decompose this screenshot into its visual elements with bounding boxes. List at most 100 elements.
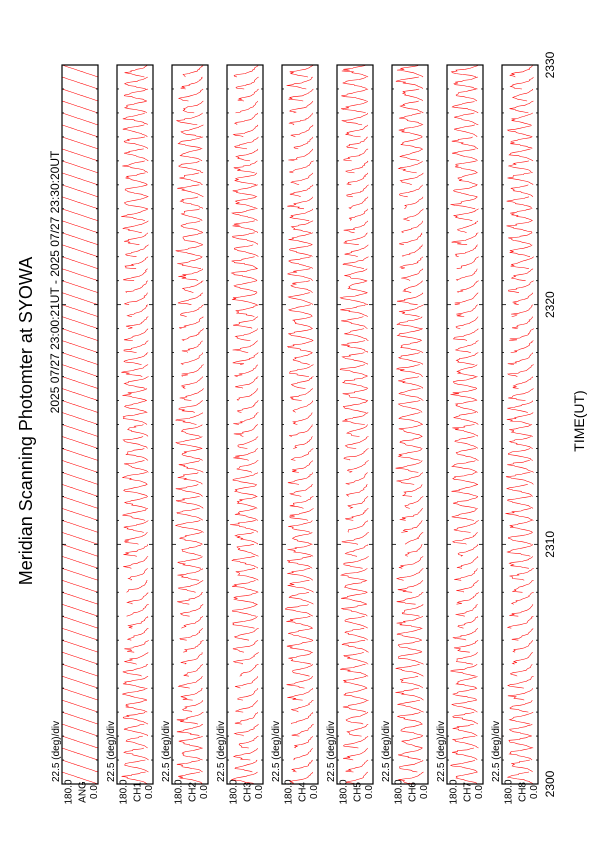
scan-trace	[234, 676, 258, 689]
scan-trace	[61, 292, 99, 305]
scan-trace	[341, 340, 369, 353]
scan-trace	[234, 627, 259, 641]
scan-trace	[342, 699, 369, 713]
scan-trace	[285, 603, 314, 617]
scan-trace	[175, 436, 203, 449]
channel-label: CH1	[133, 782, 144, 802]
panel-ticks	[117, 64, 153, 785]
scan-trace	[289, 484, 313, 497]
scan-trace	[61, 400, 99, 413]
scan-trace	[288, 148, 314, 162]
scan-trace	[451, 699, 478, 713]
scan-trace	[345, 160, 369, 174]
x-axis-label: TIME(UT)	[571, 390, 587, 451]
scan-trace	[123, 723, 148, 737]
scan-trace	[512, 292, 533, 305]
scan-trace	[291, 532, 313, 545]
scan-trace	[453, 208, 479, 222]
channel-label: CH2	[188, 782, 199, 802]
scan-trace	[512, 640, 534, 653]
scan-trace	[232, 340, 258, 353]
scan-trace	[510, 256, 534, 269]
scan-trace	[181, 544, 202, 557]
scan-trace	[177, 592, 203, 605]
scan-trace	[404, 196, 424, 210]
scan-trace	[61, 520, 99, 533]
scan-trace	[286, 639, 314, 653]
scan-trace	[232, 220, 259, 233]
scan-trace	[61, 316, 99, 329]
scan-trace	[454, 340, 479, 353]
scan-trace	[234, 328, 259, 341]
scan-trace	[456, 652, 478, 665]
scan-trace	[61, 568, 99, 581]
scan-trace	[395, 663, 424, 677]
scan-trace	[508, 280, 534, 293]
scan-trace	[399, 256, 424, 269]
scan-trace	[182, 100, 204, 114]
scan-trace	[127, 568, 148, 581]
scan-trace	[288, 88, 314, 102]
scan-trace	[339, 292, 369, 305]
scan-trace	[398, 304, 424, 317]
scan-trace	[235, 304, 259, 317]
scan-trace	[61, 484, 99, 497]
scan-trace	[506, 544, 534, 557]
y-tick-top-label: 180.0	[228, 779, 239, 804]
scan-trace	[397, 639, 423, 653]
scan-trace	[454, 112, 479, 126]
scan-trace	[61, 268, 99, 281]
scan-trace	[179, 603, 204, 617]
scan-trace	[61, 112, 99, 126]
scan-trace	[125, 172, 148, 186]
scan-trace	[231, 292, 258, 305]
y-tick-top-label: 180.0	[448, 779, 459, 804]
scan-trace	[61, 771, 99, 785]
scan-trace	[234, 484, 258, 497]
scan-trace	[451, 508, 478, 521]
scan-trace	[454, 568, 478, 581]
scan-trace	[122, 220, 149, 234]
scan-trace	[289, 496, 314, 509]
scan-trace	[178, 268, 203, 281]
scan-trace	[121, 208, 149, 222]
scan-trace	[343, 556, 369, 569]
scan-trace	[237, 88, 259, 102]
scan-trace	[398, 651, 424, 665]
y-tick-bottom-label: 0.0	[309, 785, 320, 799]
y-tick-top-label: 180.0	[63, 779, 74, 804]
scale-label: 22.5 (deg)/div	[216, 721, 227, 782]
scan-trace	[508, 532, 533, 545]
scan-trace	[179, 304, 204, 317]
channel-label: CH6	[408, 782, 419, 802]
scan-trace	[231, 556, 258, 569]
scan-trace	[287, 580, 314, 593]
scan-trace	[61, 639, 99, 653]
scan-trace	[343, 687, 368, 701]
scan-trace	[61, 376, 99, 389]
scan-trace	[451, 460, 478, 473]
scan-trace	[183, 663, 203, 677]
scan-trace	[233, 424, 259, 437]
scan-trace	[452, 424, 478, 437]
scan-trace	[182, 64, 204, 78]
scan-trace	[287, 292, 314, 305]
scan-trace	[340, 568, 368, 581]
scan-trace	[181, 448, 203, 461]
scan-trace	[181, 328, 204, 341]
panel-frame	[116, 64, 154, 785]
scan-trace	[347, 496, 369, 509]
scan-trace	[123, 352, 149, 365]
scan-trace	[398, 747, 423, 761]
scan-trace	[288, 508, 314, 521]
scan-trace	[232, 232, 258, 245]
scan-trace	[288, 304, 313, 317]
scan-trace	[123, 328, 149, 341]
scan-trace	[395, 687, 424, 701]
scan-trace	[507, 172, 534, 185]
scan-trace	[510, 184, 534, 198]
scan-trace	[61, 699, 99, 713]
scan-trace	[181, 747, 203, 761]
scan-trace	[232, 580, 259, 593]
